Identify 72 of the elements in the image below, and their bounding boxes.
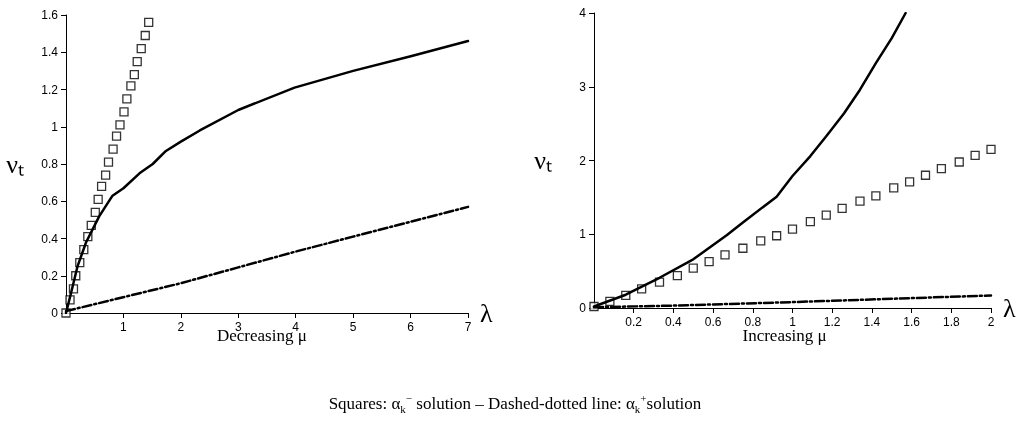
y-tick-label: 2	[579, 153, 587, 168]
y-tick-label: 3	[579, 79, 587, 94]
point	[787, 224, 798, 234]
y-tick-label: 4	[579, 6, 587, 20]
x-tick-label: 0.4	[665, 315, 683, 329]
point	[108, 144, 118, 154]
point	[129, 69, 139, 80]
point	[756, 236, 766, 246]
point	[871, 191, 881, 201]
point	[771, 231, 782, 241]
y-axis-title: νₜ	[6, 149, 24, 179]
point	[805, 217, 816, 227]
point	[126, 81, 136, 91]
text: Increasing μ	[742, 326, 827, 345]
point	[936, 163, 947, 174]
y-tick-label: 1.2	[41, 82, 59, 97]
point	[970, 150, 980, 160]
x-tick-label: 2	[987, 315, 995, 329]
point	[96, 181, 107, 191]
x-tick-label: 4	[292, 320, 300, 334]
point	[100, 170, 111, 180]
x-axis-title: λ	[480, 298, 493, 328]
y-tick-label: 1.4	[41, 45, 59, 60]
x-tick-label: 1.2	[823, 315, 841, 329]
point	[837, 203, 847, 214]
x-tick-label: 1.4	[863, 315, 881, 329]
y-tick-label: 1	[51, 119, 59, 134]
point	[904, 177, 915, 187]
x-axis-title: λ	[1003, 293, 1016, 323]
point	[103, 157, 114, 167]
y-tick-label: 0.8	[41, 157, 59, 171]
point	[738, 243, 748, 253]
x-tick-label: 0.6	[704, 315, 722, 329]
y-tick-label: 0.4	[41, 231, 59, 246]
y-axis-title: νₜ	[534, 146, 552, 175]
x-tick-label: 6	[407, 320, 415, 334]
y-tick-label: 0.6	[41, 194, 59, 209]
x-tick-label: 0.2	[625, 315, 643, 329]
point	[954, 157, 964, 167]
y-tick-label: 0	[579, 301, 587, 315]
point	[720, 250, 730, 260]
y-tick-label: 0	[51, 306, 59, 320]
x-tick-label: 1	[120, 320, 128, 334]
x-tick-label: 3	[234, 320, 242, 334]
x-tick-label: 0.8	[744, 315, 762, 329]
x-tick-label: 1	[789, 315, 797, 329]
point	[140, 30, 150, 41]
point	[144, 17, 154, 28]
y-tick-label: 1	[579, 227, 587, 242]
point	[119, 107, 129, 117]
point	[122, 94, 132, 104]
x-tick-label: 1.6	[903, 315, 921, 329]
point	[672, 270, 683, 281]
point	[986, 144, 996, 155]
y-tick-label: 0.2	[41, 268, 59, 283]
y-tick-label: 1.6	[41, 8, 59, 22]
point	[688, 263, 698, 273]
point	[111, 131, 122, 141]
point	[889, 183, 899, 193]
point	[855, 196, 865, 206]
point	[704, 256, 714, 267]
x-tick-label: 2	[177, 320, 185, 334]
x-tick-label: 7	[464, 320, 472, 334]
point	[920, 170, 931, 180]
point	[821, 210, 831, 220]
x-tick-label: 1.8	[942, 315, 960, 329]
point	[115, 120, 125, 130]
text: Squares: α$_{k}$$^{−}$ solution – Dashed-dotted line: α$_{k}$$^{+}$solution	[327, 392, 703, 416]
x-tick-label: 5	[349, 320, 357, 334]
point	[136, 43, 146, 54]
point	[93, 194, 103, 205]
point	[132, 56, 142, 67]
